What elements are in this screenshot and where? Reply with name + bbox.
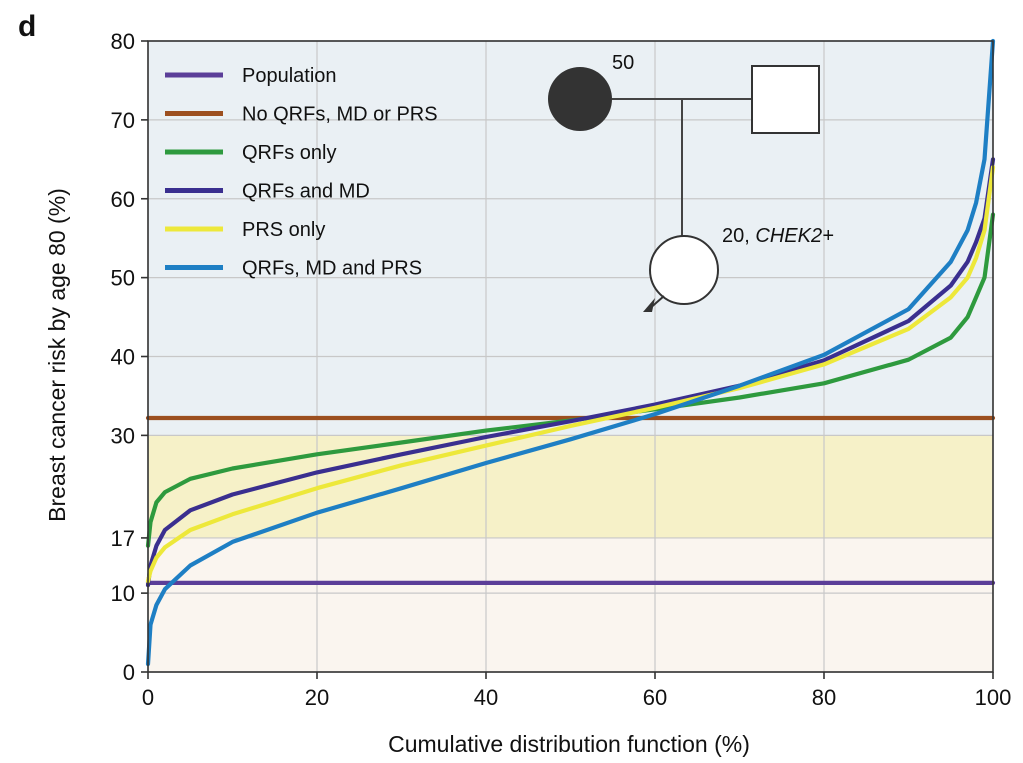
mother-age-label: 50 [612, 52, 634, 74]
y-tick-label: 17 [111, 526, 135, 551]
pedigree-diagram: 50 20, CHEK2+ [548, 52, 834, 312]
legend-label: PRS only [242, 219, 325, 241]
legend-label: QRFs, MD and PRS [242, 258, 422, 280]
panel-label: d [18, 10, 36, 43]
series-line-qrfs-md-and-prs [145, 38, 996, 667]
y-tick-label: 80 [111, 29, 135, 54]
x-tick-label: 100 [975, 685, 1012, 710]
axis-ticks: 0 20 40 60 80 100 0 10 17 30 40 50 60 70 80 [111, 29, 1012, 710]
legend-label: Population [242, 65, 337, 87]
y-tick-label: 70 [111, 108, 135, 133]
risk-band-0 [148, 537, 993, 672]
affected-mother-symbol [548, 67, 612, 131]
proband-gene: CHEK2+ [755, 225, 833, 247]
legend-label: QRFs and MD [242, 181, 370, 203]
risk-bands [148, 41, 993, 672]
legend-label: No QRFs, MD or PRS [242, 104, 438, 126]
x-tick-label: 80 [812, 685, 836, 710]
series-line-prs-only [145, 165, 996, 584]
y-tick-label: 30 [111, 423, 135, 448]
x-tick-label: 40 [474, 685, 498, 710]
y-tick-label: 10 [111, 581, 135, 606]
y-tick-label: 40 [111, 345, 135, 370]
legend-label: QRFs only [242, 142, 336, 164]
proband-symbol [649, 235, 719, 305]
father-symbol [751, 65, 820, 134]
series-layer [145, 38, 996, 667]
risk-band-1 [148, 435, 993, 538]
proband-age: 20, [722, 225, 750, 247]
x-tick-label: 60 [643, 685, 667, 710]
y-tick-label: 0 [123, 660, 135, 685]
x-tick-label: 0 [142, 685, 154, 710]
x-axis-title: Cumulative distribution function (%) [388, 731, 750, 757]
legend: Population No QRFs, MD or PRS QRFs only QRF… [165, 65, 438, 280]
y-axis-title: Breast cancer risk by age 80 (%) [44, 188, 70, 522]
series-line-qrfs-and-md [145, 157, 996, 588]
y-tick-label: 50 [111, 266, 135, 291]
proband-arrowhead-icon [643, 298, 655, 312]
proband-label: 20, CHEK2+ [722, 225, 834, 247]
x-tick-label: 20 [305, 685, 329, 710]
y-tick-label: 60 [111, 187, 135, 212]
